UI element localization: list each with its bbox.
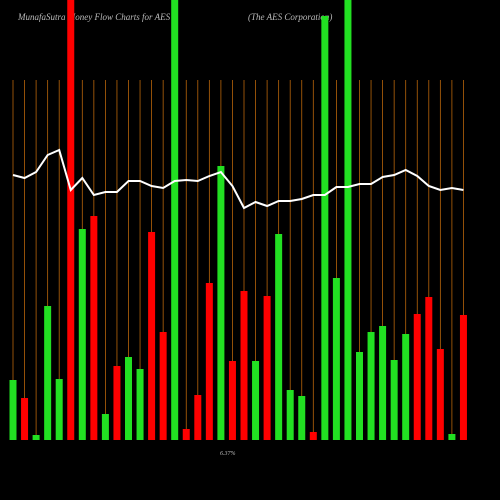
bar xyxy=(159,332,167,440)
bar xyxy=(90,216,98,440)
bar xyxy=(78,229,86,440)
bar xyxy=(298,396,306,440)
bar xyxy=(309,432,317,440)
bar xyxy=(101,414,109,440)
price-line xyxy=(12,148,464,210)
bar xyxy=(286,390,294,440)
bar xyxy=(252,361,260,440)
bar xyxy=(448,434,456,440)
bar xyxy=(436,349,444,440)
bar xyxy=(263,296,271,440)
bar xyxy=(413,314,421,440)
bar xyxy=(171,0,179,440)
bar xyxy=(367,332,375,440)
bar xyxy=(136,369,144,440)
bar xyxy=(344,0,352,440)
bar xyxy=(459,315,467,440)
bar xyxy=(182,429,190,440)
annotation: 6.37% xyxy=(220,451,236,457)
bar xyxy=(113,366,121,440)
bar xyxy=(425,297,433,440)
bar xyxy=(44,306,52,440)
bar xyxy=(32,435,40,440)
chart-title: MunafaSutra Money Flow Charts for AES xyxy=(17,12,171,22)
bar xyxy=(390,360,398,440)
bar xyxy=(321,16,329,440)
bar xyxy=(402,334,410,440)
bar xyxy=(205,283,213,440)
bar xyxy=(55,379,63,440)
bar xyxy=(275,234,283,440)
bar xyxy=(228,361,236,440)
bar xyxy=(125,357,132,440)
bar xyxy=(148,232,156,440)
bar xyxy=(332,278,340,440)
bar xyxy=(356,352,363,440)
bar xyxy=(21,398,29,440)
bar xyxy=(67,0,75,440)
bar xyxy=(217,166,225,440)
bar xyxy=(379,326,387,440)
bar xyxy=(9,380,17,440)
chart-subtitle: (The AES Corporation) xyxy=(248,12,332,22)
bar xyxy=(240,291,248,440)
bar xyxy=(194,395,202,440)
